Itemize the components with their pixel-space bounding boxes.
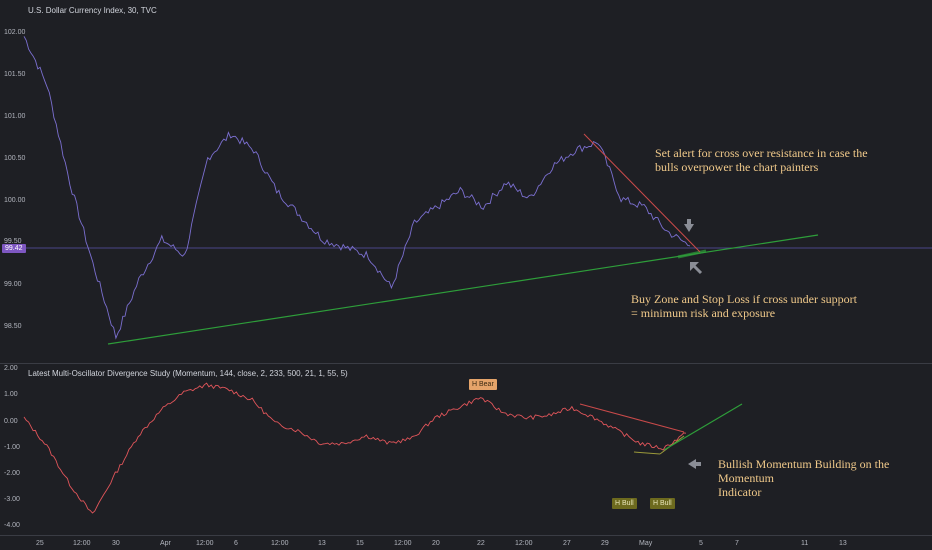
momentum-projection-line[interactable] [663, 403, 743, 451]
x-tick-label: 29 [601, 540, 609, 547]
bearish-divergence-line [579, 403, 685, 433]
x-tick-label: 13 [318, 540, 326, 547]
resistance-annotation: Set alert for cross over resistance in c… [655, 146, 868, 174]
resistance-trendline[interactable] [583, 133, 701, 253]
x-tick-label: 15 [356, 540, 364, 547]
y-tick-label: 100.50 [4, 155, 26, 162]
x-tick-label: 5 [699, 540, 703, 547]
buy-zone-marker [677, 249, 707, 259]
x-tick-label: Apr [160, 540, 171, 547]
momentum-annotation: Bullish Momentum Building on the Momentu… [718, 457, 932, 499]
x-tick-label: 6 [234, 540, 238, 547]
y-tick-label: 101.00 [4, 113, 26, 120]
x-tick-label: 20 [432, 540, 440, 547]
resistance-annotation-line-2: bulls overpower the chart painters [655, 160, 819, 174]
x-axis-line [0, 535, 932, 536]
x-tick-label: 27 [563, 540, 571, 547]
bullish-divergence-line-1 [633, 451, 661, 455]
y-tick-label: 2.00 [4, 365, 18, 372]
h-bull-tag[interactable]: H Bull [650, 498, 675, 509]
down-arrow-icon [684, 219, 694, 232]
h-bear-tag[interactable]: H Bear [469, 379, 497, 390]
y-tick-label: 1.00 [4, 391, 18, 398]
x-tick-label: 12:00 [394, 540, 412, 547]
support-annotation: Buy Zone and Stop Loss if cross under su… [631, 292, 857, 320]
y-tick-label: 99.00 [4, 281, 22, 288]
x-tick-label: 12:00 [73, 540, 91, 547]
panel-divider[interactable] [0, 363, 932, 364]
x-tick-label: 22 [477, 540, 485, 547]
support-annotation-line-2: = minimum risk and exposure [631, 306, 776, 320]
x-tick-label: 12:00 [196, 540, 214, 547]
momentum-annotation-line-2: Indicator [718, 485, 762, 499]
y-tick-label: 0.00 [4, 418, 18, 425]
x-tick-label: 12:00 [515, 540, 533, 547]
bottom-panel-title: Latest Multi-Oscillator Divergence Study… [28, 369, 348, 378]
support-annotation-line-1: Buy Zone and Stop Loss if cross under su… [631, 292, 857, 306]
series-line [23, 382, 687, 514]
x-tick-label: 13 [839, 540, 847, 547]
x-tick-label: 30 [112, 540, 120, 547]
x-tick-label: 7 [735, 540, 739, 547]
h-bull-tag[interactable]: H Bull [612, 498, 637, 509]
resistance-annotation-line-1: Set alert for cross over resistance in c… [655, 146, 868, 160]
momentum-annotation-line-1: Bullish Momentum Building on the Momentu… [718, 457, 890, 485]
up-left-arrow-icon [690, 262, 703, 275]
y-tick-label: 100.00 [4, 197, 26, 204]
x-tick-label: 12:00 [271, 540, 289, 547]
support-trendline[interactable] [107, 234, 819, 345]
y-tick-label: -4.00 [4, 522, 20, 529]
y-tick-label: -1.00 [4, 444, 20, 451]
top-panel-title: U.S. Dollar Currency Index, 30, TVC [28, 6, 157, 15]
y-tick-label: 102.00 [4, 29, 26, 36]
x-tick-label: May [639, 540, 653, 547]
price-series-group [23, 36, 691, 340]
left-arrow-icon [688, 459, 701, 469]
y-tick-label: 99.50 [4, 238, 22, 245]
y-tick-label: -3.00 [4, 496, 20, 503]
momentum-series-group [23, 382, 687, 514]
y-tick-label: -2.00 [4, 470, 20, 477]
x-tick-label: 11 [801, 540, 809, 547]
y-tick-label: 101.50 [4, 71, 26, 78]
series-line [23, 36, 691, 340]
last-price-badge: 99.42 [2, 244, 26, 253]
x-tick-label: 25 [36, 540, 44, 547]
y-tick-label: 98.50 [4, 323, 22, 330]
